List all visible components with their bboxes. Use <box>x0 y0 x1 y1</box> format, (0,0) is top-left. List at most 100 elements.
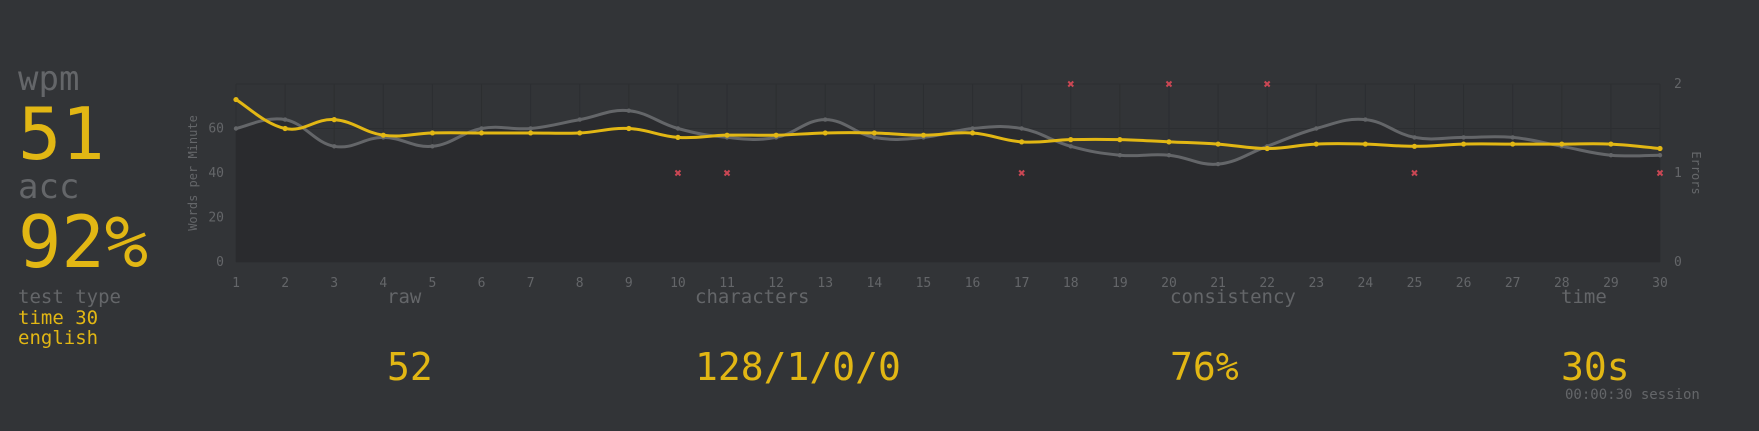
raw-point <box>1117 153 1123 158</box>
x-tick-label: 28 <box>1554 276 1570 291</box>
raw-point <box>430 144 435 149</box>
x-tick-label: 29 <box>1603 276 1619 291</box>
raw-point <box>233 126 239 131</box>
error-marker <box>1165 80 1173 88</box>
wpm-line <box>235 98 1661 151</box>
wpm-point <box>478 130 485 136</box>
x-tick-label: 23 <box>1308 276 1324 291</box>
x-tick-label: 12 <box>768 276 784 291</box>
raw-point <box>282 117 288 122</box>
characters-value: 128/1/0/0 <box>695 345 901 389</box>
raw-point <box>675 126 681 131</box>
consistency-label: consistency <box>1170 286 1296 308</box>
raw-point <box>970 126 975 131</box>
error-marker <box>1263 80 1271 88</box>
wpm-point <box>1166 139 1172 145</box>
raw-point <box>577 117 582 122</box>
x-tick-label: 6 <box>478 276 486 291</box>
time-label: time <box>1561 286 1607 308</box>
wpm-point <box>871 130 877 136</box>
x-tick-label: 5 <box>428 276 436 291</box>
wpm-point <box>1460 141 1467 147</box>
raw-point <box>1068 144 1073 149</box>
wpm-point <box>380 132 386 138</box>
x-tick-label: 21 <box>1210 276 1226 291</box>
consistency-value: 76% <box>1170 345 1239 389</box>
raw-point <box>872 135 877 140</box>
wpm-value: 51 <box>18 92 105 176</box>
raw-point <box>479 126 484 131</box>
wpm-point <box>920 132 927 138</box>
x-tick-label: 22 <box>1259 276 1275 291</box>
y-tick-label: 40 <box>208 166 224 181</box>
wpm-point <box>233 96 239 103</box>
raw-point <box>1412 135 1417 140</box>
wpm-point <box>331 117 337 123</box>
wpm-point <box>1313 141 1319 147</box>
wpm-point <box>429 130 436 136</box>
wpm-point <box>773 132 779 138</box>
error-marker <box>1018 169 1025 177</box>
wpm-point <box>282 125 288 132</box>
x-tick-label: 27 <box>1505 276 1521 291</box>
wpm-point <box>577 130 583 136</box>
wpm-point <box>1559 141 1565 147</box>
error-marker <box>1067 80 1074 88</box>
raw-point <box>1510 135 1515 140</box>
raw-point <box>1363 117 1368 122</box>
x-tick-label: 11 <box>719 276 735 291</box>
wpm-point <box>969 130 976 136</box>
time-value: 30s <box>1561 345 1630 389</box>
y-tick-label: 60 <box>208 122 224 137</box>
wpm-point <box>822 130 828 136</box>
x-tick-label: 3 <box>330 276 338 291</box>
raw-point <box>528 126 533 131</box>
wpm-point <box>1117 137 1123 143</box>
error-marker <box>723 169 731 177</box>
x-tick-label: 16 <box>965 276 981 291</box>
wpm-chart: 1 2 3 4 5 6 7 8 9 10 11 12 13 14 15 16 17 18 19 20 21 22 23 24 2… <box>186 77 1703 291</box>
wpm-point <box>1068 137 1074 143</box>
y2-tick-label: 0 <box>1674 255 1682 270</box>
wpm-point <box>1608 141 1614 147</box>
x-tick-label: 25 <box>1407 276 1423 291</box>
y2-axis-title: Errors <box>1689 151 1703 194</box>
raw-point <box>1461 135 1466 140</box>
y2-tick-label: 2 <box>1674 77 1682 92</box>
acc-label: acc <box>18 167 80 207</box>
wpm-point <box>626 125 632 132</box>
wpm-point <box>724 132 730 138</box>
x-tick-label: 20 <box>1161 276 1177 291</box>
x-tick-label: 18 <box>1063 276 1079 291</box>
y-axis-title: Words per Minute <box>186 115 200 231</box>
error-marker <box>1411 169 1418 177</box>
raw-point <box>1314 126 1319 131</box>
x-tick-label: 26 <box>1456 276 1472 291</box>
chart-lines <box>235 98 1661 166</box>
x-tick-label: 30 <box>1652 276 1668 291</box>
acc-value: 92% <box>18 200 149 284</box>
test-type-language: english <box>18 327 99 349</box>
wpm-point <box>1411 143 1418 149</box>
y-tick-label: 20 <box>208 211 224 226</box>
wpm-point <box>1264 145 1270 152</box>
wpm-point <box>1657 145 1663 152</box>
x-tick-label: 1 <box>232 276 240 291</box>
x-tick-label: 15 <box>916 276 932 291</box>
chart-axes: 1 2 3 4 5 6 7 8 9 10 11 12 13 14 15 16 17 18 19 20 21 22 23 24 2… <box>186 77 1703 291</box>
x-tick-label: 13 <box>817 276 833 291</box>
raw-point <box>1019 126 1024 131</box>
y-tick-label: 0 <box>216 255 224 270</box>
raw-area <box>236 110 1660 262</box>
raw-point <box>332 144 337 149</box>
wpm-point <box>1215 141 1221 147</box>
chart-area <box>236 110 1660 262</box>
x-tick-label: 10 <box>670 276 686 291</box>
x-tick-label: 14 <box>867 276 883 291</box>
wpm-point <box>1510 141 1516 147</box>
raw-value: 52 <box>387 345 433 389</box>
x-tick-label: 8 <box>576 276 584 291</box>
wpm-point <box>1362 141 1368 147</box>
error-marker <box>1656 169 1664 177</box>
test-type-label: test type <box>18 286 121 308</box>
